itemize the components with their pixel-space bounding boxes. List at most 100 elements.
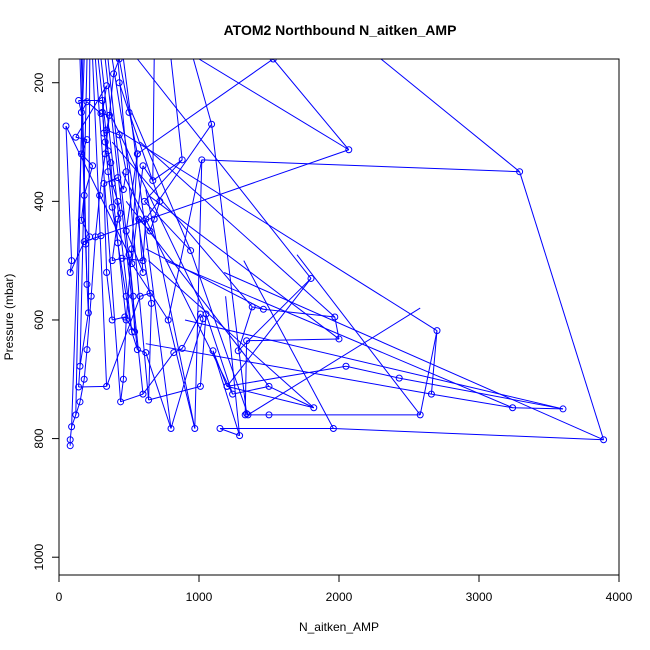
series-line-segment <box>122 59 172 429</box>
data-point <box>223 382 231 390</box>
data-point <box>516 168 524 176</box>
data-point <box>122 292 130 300</box>
data-point <box>72 411 80 419</box>
data-point <box>265 382 273 390</box>
data-point <box>202 310 210 318</box>
x-tick-label: 2000 <box>326 590 353 604</box>
series-line-segment <box>111 219 119 261</box>
data-point <box>118 254 126 262</box>
data-point <box>178 344 186 352</box>
data-point <box>241 411 249 419</box>
series-line-segment <box>121 257 144 262</box>
x-tick-label: 0 <box>56 590 63 604</box>
data-point <box>133 150 141 158</box>
series-line-segment <box>139 141 336 318</box>
series-line-segment <box>83 165 94 196</box>
series-line-segment <box>199 313 207 387</box>
series-line-segment <box>65 125 130 255</box>
series-line-segment <box>65 125 73 261</box>
data-point <box>208 120 216 128</box>
series-line-segment <box>131 112 192 251</box>
data-point <box>76 362 84 370</box>
y-axis: 200 400 600 800 1000 <box>32 72 60 571</box>
data-point <box>77 150 85 158</box>
x-tick-label: 4000 <box>606 590 633 604</box>
chart-title: ATOM2 Northbound N_aitken_AMP <box>224 22 457 38</box>
series-line-segment <box>71 414 77 427</box>
data-point <box>234 347 242 355</box>
data-point <box>77 108 85 116</box>
data-point <box>135 215 143 223</box>
data-point <box>142 349 150 357</box>
series-line-segment <box>140 292 151 297</box>
data-point <box>125 108 133 116</box>
data-point <box>121 313 129 321</box>
series-line-segment <box>75 401 81 416</box>
series-line-segment <box>101 100 105 134</box>
series-line-segment <box>148 260 315 409</box>
data-point <box>107 159 115 167</box>
data-point <box>101 138 109 146</box>
data-point <box>83 346 91 354</box>
data-point <box>83 280 91 288</box>
series-line-segment <box>148 195 340 340</box>
series-line-segment <box>380 59 520 173</box>
series-layer <box>62 59 608 450</box>
data-point <box>87 292 95 300</box>
series-line-segment <box>117 129 438 332</box>
series-line-segment <box>237 278 312 352</box>
data-point <box>115 131 123 139</box>
data-point <box>83 136 91 144</box>
data-point <box>433 327 441 335</box>
data-point <box>62 122 70 130</box>
data-point <box>187 247 195 255</box>
series-line-segment <box>118 59 138 154</box>
data-point <box>416 411 424 419</box>
series-line-segment <box>226 385 314 409</box>
series-line-segment <box>92 59 108 387</box>
data-point <box>76 398 84 406</box>
series-line-segment <box>117 59 150 401</box>
series-line-segment <box>100 59 133 332</box>
series-line-segment <box>419 330 438 415</box>
series-line-segment <box>137 59 274 155</box>
data-point <box>140 197 148 205</box>
series-line-segment <box>268 385 315 409</box>
series-line-segment <box>145 123 213 220</box>
series-line-segment <box>201 159 520 173</box>
data-point <box>66 269 74 277</box>
data-point <box>145 396 153 404</box>
data-point <box>72 133 80 141</box>
series-line-segment <box>211 124 248 414</box>
data-point <box>129 292 137 300</box>
data-point <box>86 233 94 241</box>
data-point <box>139 390 147 398</box>
series-line-segment <box>69 260 73 273</box>
series-line-segment <box>104 59 138 350</box>
series-line-segment <box>148 303 152 401</box>
series-line-segment <box>79 59 88 367</box>
data-point <box>114 174 122 182</box>
series-line-segment <box>184 319 564 410</box>
data-point <box>395 374 403 382</box>
series-line-segment <box>137 59 312 279</box>
data-point <box>80 191 88 199</box>
series-line-segment <box>125 201 270 387</box>
plot-frame <box>58 58 620 576</box>
data-point <box>600 436 608 444</box>
data-point <box>108 316 116 324</box>
series-line-segment <box>296 254 421 416</box>
series-line-segment <box>232 385 270 395</box>
data-point <box>136 292 144 300</box>
data-point <box>115 59 123 63</box>
x-tick-label: 3000 <box>466 590 493 604</box>
data-point <box>80 375 88 383</box>
data-point <box>139 162 147 170</box>
data-point <box>329 425 337 433</box>
series-line-segment <box>112 257 123 262</box>
data-point <box>133 346 141 354</box>
series-line-segment <box>431 393 513 409</box>
data-point <box>128 260 136 268</box>
series-line-segment <box>173 347 183 354</box>
series-line-segment <box>198 59 350 151</box>
